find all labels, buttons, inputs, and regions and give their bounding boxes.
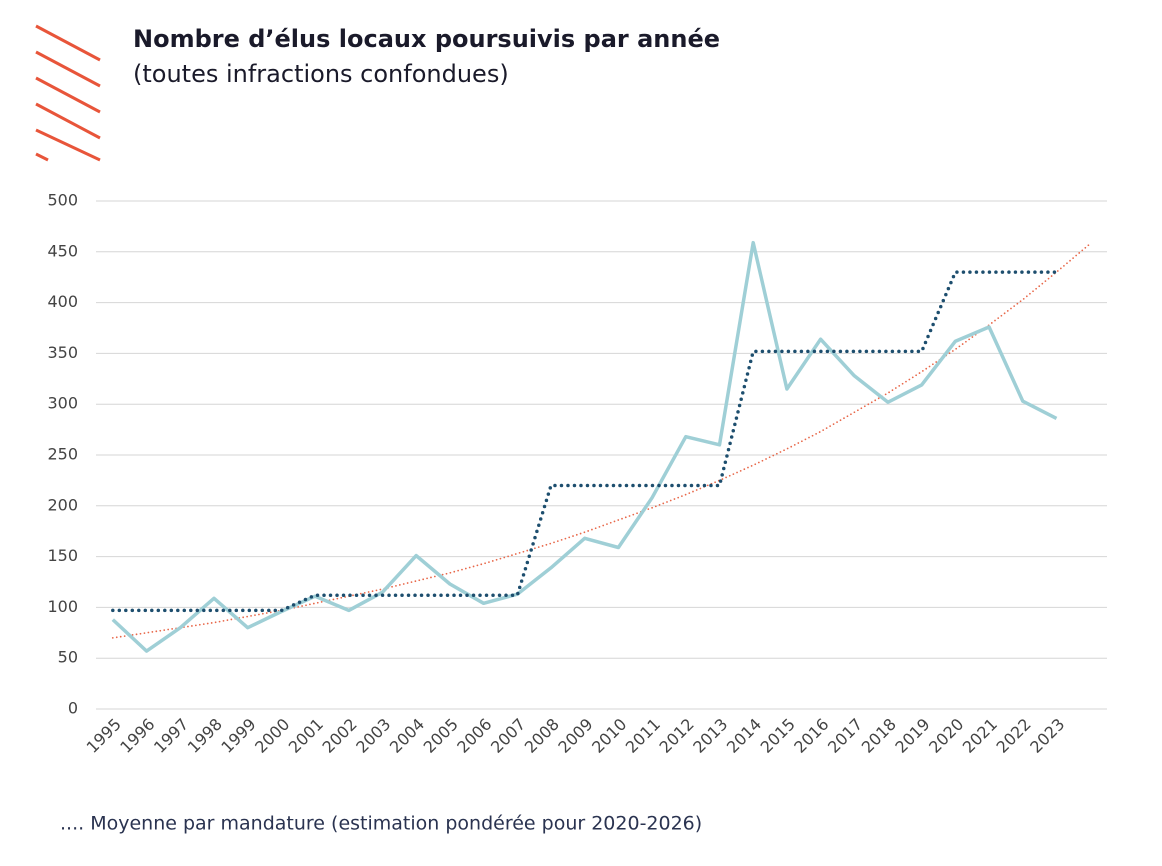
series-line — [111, 270, 1059, 613]
x-tick-label: 2022 — [993, 715, 1035, 757]
x-tick-label: 2005 — [420, 715, 462, 757]
y-tick-label: 150 — [47, 546, 78, 565]
x-tick-label: 2017 — [824, 715, 866, 757]
x-tick-label: 2004 — [386, 715, 428, 757]
x-tick-label: 1996 — [116, 715, 158, 757]
y-tick-label: 100 — [47, 597, 78, 616]
chart-title: Nombre d’élus locaux poursuivis par anné… — [133, 25, 720, 53]
legend-note: .... Moyenne par mandature (estimation p… — [60, 813, 702, 835]
y-tick-label: 350 — [47, 343, 78, 362]
x-tick-label: 2012 — [656, 715, 698, 757]
x-tick-label: 2008 — [521, 715, 563, 757]
x-tick-label: 2007 — [487, 715, 529, 757]
x-tick-label: 2015 — [757, 715, 799, 757]
x-tick-label: 1995 — [83, 715, 125, 757]
x-tick-label: 2003 — [352, 715, 394, 757]
series-line — [111, 240, 1058, 653]
y-tick-label: 50 — [58, 648, 78, 667]
x-tick-label: 1999 — [217, 715, 259, 757]
x-tick-label: 2006 — [453, 715, 495, 757]
x-tick-label: 2016 — [790, 715, 832, 757]
x-tick-label: 2002 — [319, 715, 361, 757]
x-tick-label: 2013 — [689, 715, 731, 757]
y-tick-label: 0 — [68, 699, 78, 718]
x-tick-label: 1997 — [150, 715, 192, 757]
x-tick-label: 2009 — [554, 715, 596, 757]
y-tick-label: 400 — [47, 292, 78, 311]
x-tick-label: 2014 — [723, 715, 765, 757]
y-tick-label: 300 — [47, 394, 78, 413]
x-tick-label: 2000 — [251, 715, 293, 757]
y-tick-label: 500 — [47, 191, 78, 210]
x-tick-label: 2021 — [959, 715, 1001, 757]
x-tick-label: 2011 — [622, 715, 664, 757]
x-tick-label: 2020 — [925, 715, 967, 757]
chart-subtitle: (toutes infractions confondues) — [133, 60, 509, 88]
x-tick-label: 1998 — [184, 715, 226, 757]
y-tick-label: 250 — [47, 445, 78, 464]
decoration — [35, 24, 101, 162]
y-tick-label: 200 — [47, 495, 78, 514]
x-tick-label: 2019 — [891, 715, 933, 757]
x-tick-label: 2023 — [1026, 715, 1068, 757]
x-tick-label: 2010 — [588, 715, 630, 757]
x-tick-label: 2018 — [858, 715, 900, 757]
y-tick-label: 450 — [47, 241, 78, 260]
x-tick-label: 2001 — [285, 715, 327, 757]
